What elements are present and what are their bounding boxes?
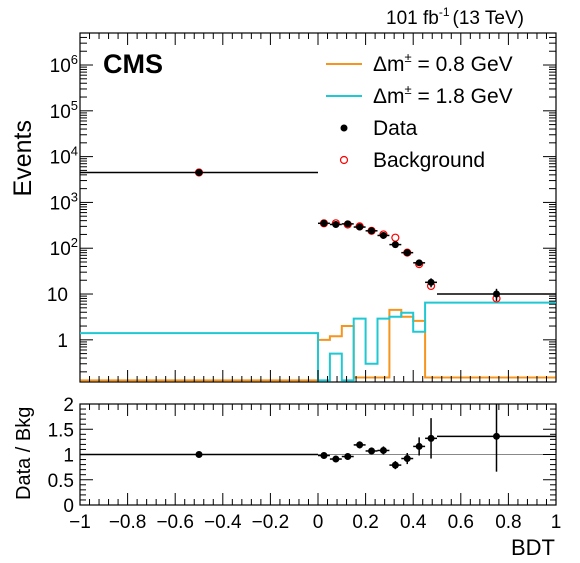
- main-y-tick-label: 104: [50, 144, 78, 169]
- ratio-y-tick-label: 2: [63, 395, 74, 416]
- data-point: [356, 223, 364, 231]
- ratio-x-axis: −1 −0.8 −0.6 −0.4 −0.2 0 0.2 0.4 0.6 0.8 1: [69, 404, 561, 533]
- ratio-point: [391, 461, 399, 469]
- legend-entry-label: Δm± = 0.8 GeV: [373, 50, 513, 76]
- ratio-x-tick-label: 0.6: [448, 512, 474, 533]
- ratio-panel: 0 0.5 1 1.5 2 −1 −0.8 −0.6 −0.4 −0.2 0 0.2 0.4 0.6 0.…: [13, 395, 561, 560]
- ratio-point: [493, 432, 500, 440]
- ratio-point: [320, 452, 328, 460]
- ratio-point: [379, 446, 387, 454]
- data-point: [493, 290, 500, 298]
- data-point: [379, 231, 387, 239]
- ratio-y-tick-label: 1: [63, 446, 74, 467]
- main-y-axis: 1 10 102 103 104 105 106: [47, 32, 556, 373]
- main-panel: 1 10 102 103 104 105 106 Events CMS Δm± = 0.8 …: [9, 32, 557, 383]
- ratio-x-tick-label: 0.4: [400, 512, 427, 533]
- signal-step-line: [80, 308, 556, 382]
- ratio-y-tick-label: 0.5: [48, 471, 74, 492]
- ratio-x-tick-label: 0.8: [495, 512, 521, 533]
- ratio-series-layer: [80, 404, 556, 472]
- data-point: [332, 220, 340, 228]
- data-point: [368, 227, 376, 235]
- cms-label: CMS: [103, 49, 163, 79]
- ratio-y-tick-label: 0: [63, 496, 74, 517]
- ratio-y-axis-label: Data / Bkg: [13, 407, 35, 500]
- ratio-point: [356, 441, 364, 449]
- ratio-point: [344, 453, 352, 461]
- data-point: [391, 241, 399, 249]
- data-point: [320, 219, 328, 227]
- ratio-point: [195, 451, 203, 458]
- ratio-x-tick-label: 1: [551, 512, 562, 533]
- data-point: [427, 278, 435, 286]
- ratio-x-tick-label: −1: [69, 512, 91, 533]
- ratio-y-axis: 0 0.5 1 1.5 2: [48, 395, 556, 517]
- ratio-point: [427, 434, 435, 442]
- main-y-axis-label: Events: [9, 120, 37, 196]
- main-x-axis-ticks: [79, 33, 557, 382]
- legend-entry-label: Δm± = 1.8 GeV: [373, 82, 513, 108]
- x-axis-label: BDT: [511, 535, 555, 560]
- ratio-point: [368, 447, 376, 455]
- background-point: [391, 233, 400, 242]
- data-point: [344, 220, 352, 228]
- data-point: [415, 259, 423, 267]
- ratio-x-tick-label: 0.2: [352, 512, 378, 533]
- lumi-label: 101 fb-1 (13 TeV): [386, 5, 524, 29]
- legend: Δm± = 0.8 GeV Δm± = 1.8 GeV Data Background: [326, 50, 513, 172]
- ratio-y-tick-label: 1.5: [48, 420, 74, 441]
- main-y-tick-label: 1: [57, 331, 68, 352]
- ratio-x-tick-label: −0.8: [109, 512, 147, 533]
- main-series-layer: [80, 168, 556, 382]
- ratio-point: [403, 455, 411, 463]
- main-y-tick-label: 105: [50, 98, 78, 123]
- ratio-x-tick-label: −0.2: [252, 512, 290, 533]
- main-y-tick-label: 10: [47, 285, 68, 306]
- legend-entry-label: Background: [373, 149, 485, 172]
- signal-step-line: [80, 301, 556, 382]
- main-y-tick-label: 106: [50, 52, 78, 77]
- main-y-tick-label: 102: [50, 235, 78, 260]
- ratio-x-tick-label: −0.6: [156, 512, 194, 533]
- ratio-x-tick-label: 0: [313, 512, 324, 533]
- ratio-point: [415, 442, 423, 450]
- ratio-point: [332, 455, 340, 463]
- legend-data-marker: [340, 124, 348, 132]
- data-point: [195, 169, 203, 177]
- main-y-tick-label: 103: [50, 189, 78, 214]
- legend-entry-label: Data: [373, 117, 418, 140]
- data-point: [403, 249, 411, 257]
- ratio-x-tick-label: −0.4: [204, 512, 242, 533]
- legend-background-marker: [339, 155, 349, 165]
